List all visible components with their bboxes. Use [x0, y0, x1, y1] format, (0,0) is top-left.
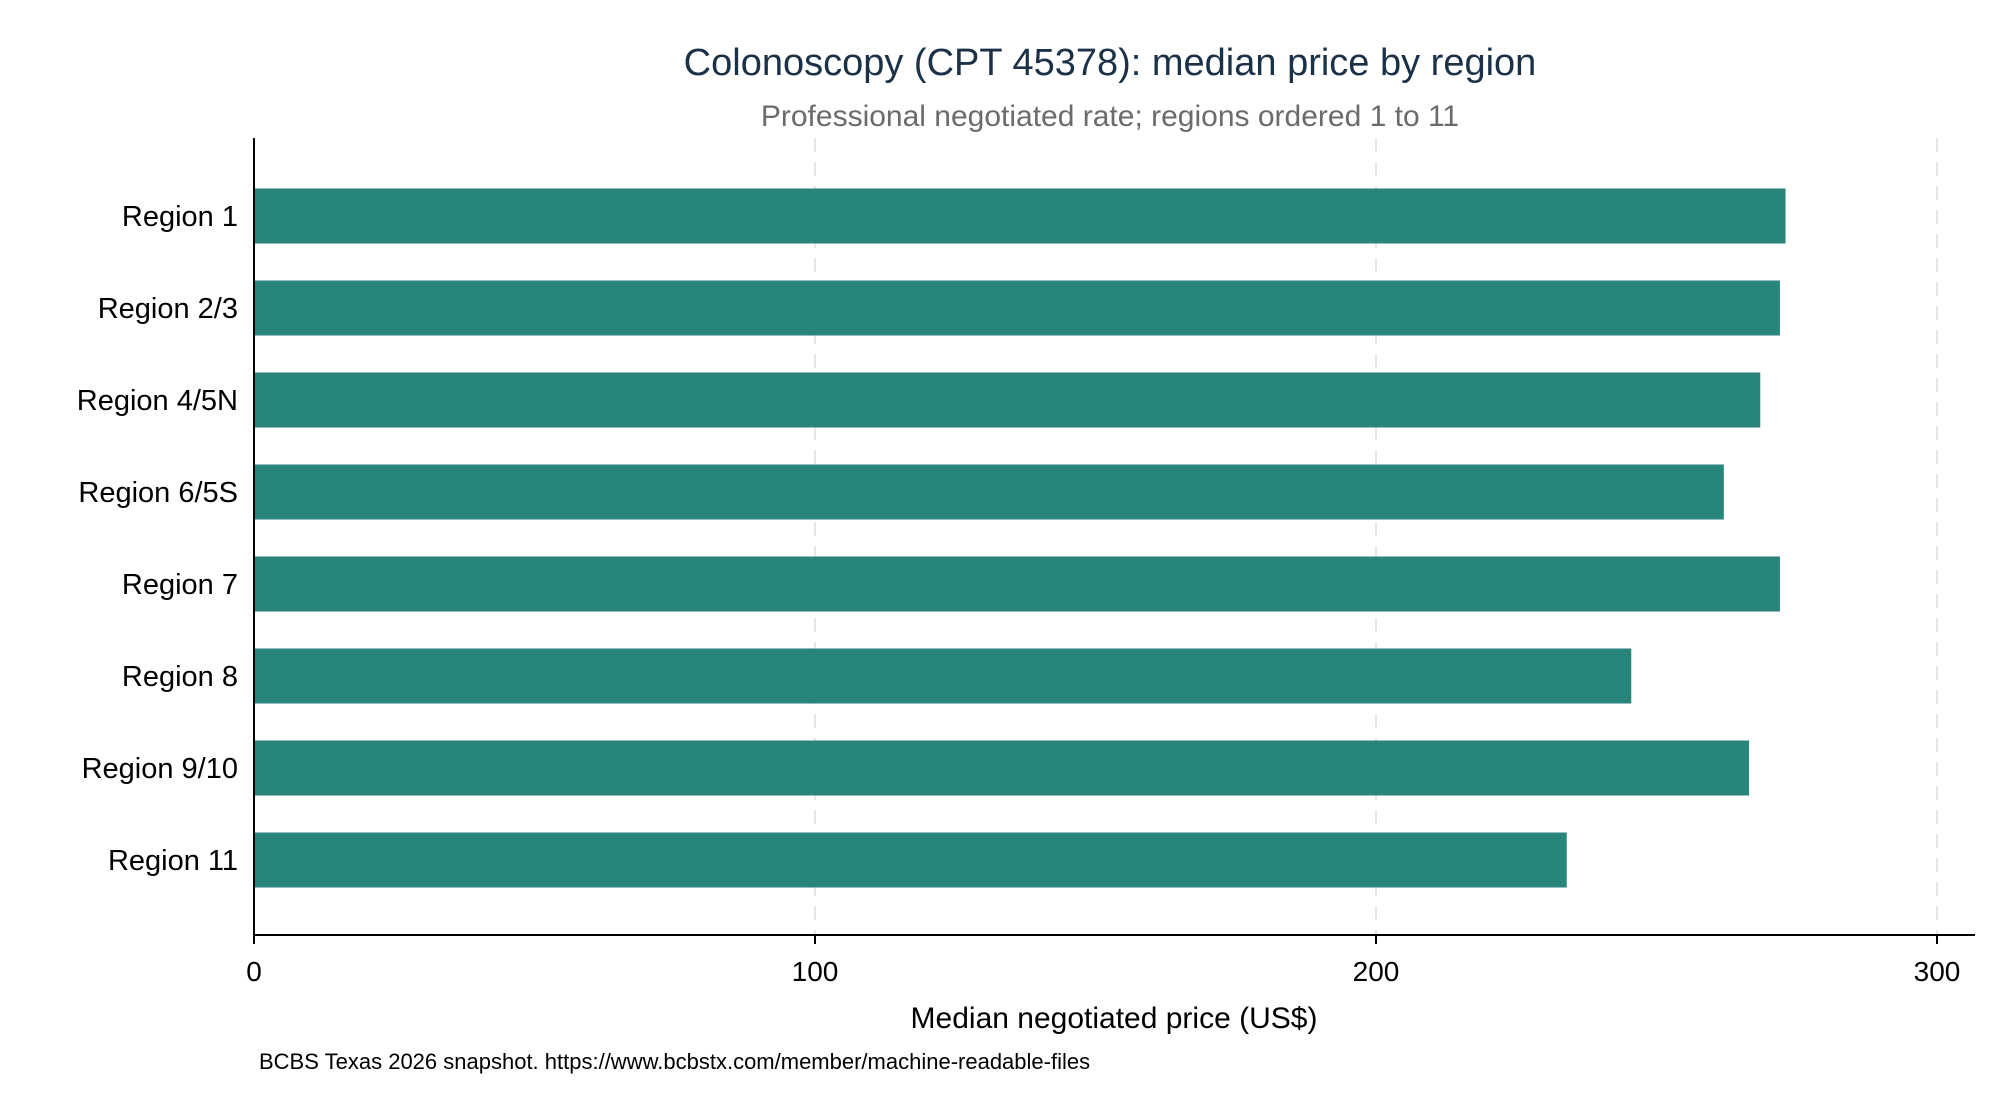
bar: [254, 372, 1761, 428]
bar: [254, 556, 1780, 612]
category-label: Region 2/3: [98, 293, 238, 325]
source-note: BCBS Texas 2026 snapshot. https://www.bc…: [259, 1049, 1090, 1074]
category-label: Region 7: [122, 569, 238, 601]
x-axis-ticks: 0 100 200 300: [246, 935, 1960, 987]
bar: [254, 832, 1567, 888]
bar: [254, 188, 1786, 244]
category-labels: Region 1 Region 2/3 Region 4/5N Region 6/5S…: [77, 201, 238, 877]
category-label: Region 9/10: [82, 753, 238, 785]
bar: [254, 740, 1750, 796]
category-label: Region 6/5S: [78, 477, 238, 509]
category-label: Region 11: [108, 845, 238, 877]
x-tick-label: 200: [1353, 956, 1400, 987]
bar: [254, 464, 1724, 520]
x-tick-label: 0: [246, 956, 262, 987]
bar: [254, 280, 1780, 336]
x-tick-label: 100: [792, 956, 839, 987]
bar: [254, 648, 1632, 704]
chart-title: Colonoscopy (CPT 45378): median price by…: [684, 42, 1537, 84]
gridlines: [814, 138, 1938, 935]
bars: [254, 188, 1786, 888]
category-label: Region 8: [122, 661, 238, 693]
category-label: Region 1: [122, 201, 238, 233]
x-tick-label: 300: [1914, 956, 1961, 987]
x-axis-title: Median negotiated price (US$): [911, 1002, 1318, 1035]
chart-subtitle: Professional negotiated rate; regions or…: [761, 100, 1459, 133]
category-label: Region 4/5N: [77, 385, 238, 417]
